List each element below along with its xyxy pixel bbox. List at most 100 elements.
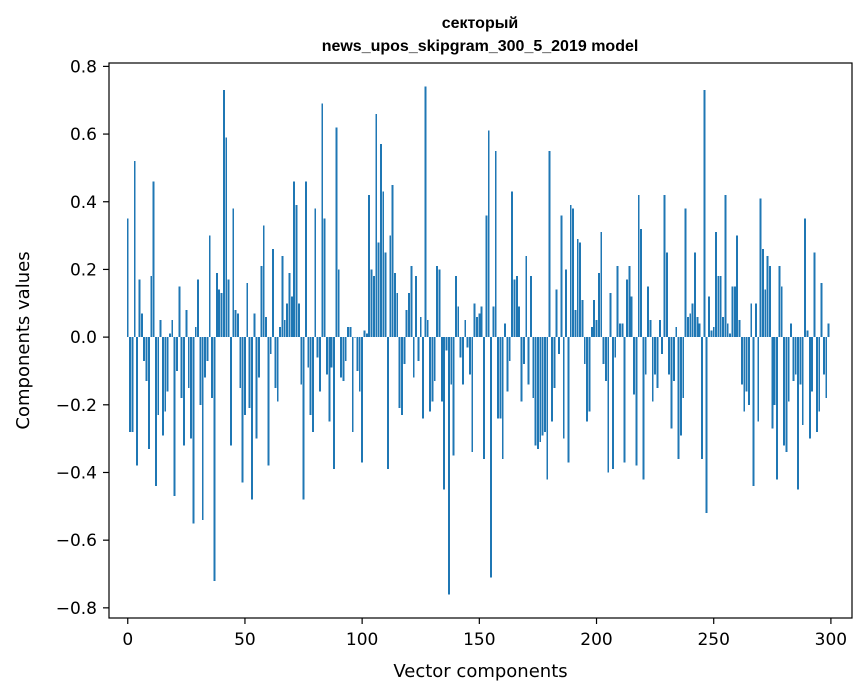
bar-89 xyxy=(335,127,338,338)
chart-title-line-1: секторый xyxy=(442,15,518,32)
bar-45 xyxy=(232,208,235,338)
bar-246 xyxy=(703,90,706,338)
bar-19 xyxy=(171,320,174,338)
bar-172 xyxy=(529,276,532,338)
bar-223 xyxy=(649,320,652,338)
bar-156 xyxy=(492,306,495,338)
x-tick-label-50: 50 xyxy=(234,630,256,650)
bar-204 xyxy=(604,337,607,382)
bar-43 xyxy=(227,279,230,338)
y-tick-label-2: −0.4 xyxy=(56,463,97,483)
bar-262 xyxy=(740,337,743,385)
bar-243 xyxy=(696,316,699,338)
bar-153 xyxy=(485,215,488,338)
bar-118 xyxy=(403,337,406,365)
bar-144 xyxy=(464,320,467,338)
bar-206 xyxy=(609,293,612,338)
bar-54 xyxy=(253,313,256,338)
x-tick-label-200: 200 xyxy=(580,630,612,650)
x-axis: 0 50 100 150 200 250 300 xyxy=(122,618,847,650)
bar-108 xyxy=(379,144,382,338)
bar-12 xyxy=(154,337,157,487)
bar-178 xyxy=(544,337,546,432)
y-tick-label-7: 0.6 xyxy=(70,125,97,145)
bar-192 xyxy=(576,238,579,338)
bar-185 xyxy=(560,215,563,338)
bar-166 xyxy=(515,276,518,338)
bar-242 xyxy=(694,252,696,338)
bar-225 xyxy=(654,337,657,375)
bar-5 xyxy=(138,279,141,338)
bar-94 xyxy=(347,326,350,338)
bar-145 xyxy=(466,337,469,348)
bar-47 xyxy=(236,313,239,338)
bar-214 xyxy=(628,266,631,338)
x-tick-label-100: 100 xyxy=(346,630,378,650)
bar-288 xyxy=(801,337,804,426)
bar-16 xyxy=(164,337,167,412)
bar-127 xyxy=(424,86,427,338)
bar-270 xyxy=(759,198,762,338)
bar-110 xyxy=(384,252,387,338)
bar-101 xyxy=(363,330,366,338)
bar-140 xyxy=(454,276,457,338)
bar-216 xyxy=(633,337,635,395)
bar-62 xyxy=(272,249,275,338)
bar-27 xyxy=(190,337,192,439)
bar-162 xyxy=(506,337,509,392)
bar-290 xyxy=(806,330,809,338)
bar-181 xyxy=(551,337,553,422)
bar-63 xyxy=(274,337,277,388)
bar-115 xyxy=(396,293,399,338)
bar-32 xyxy=(201,337,204,520)
bar-196 xyxy=(586,337,589,422)
bar-71 xyxy=(293,181,296,338)
bar-296 xyxy=(820,282,823,338)
bar-215 xyxy=(630,296,633,338)
bar-134 xyxy=(440,337,443,402)
bar-80 xyxy=(314,208,317,338)
bar-193 xyxy=(579,242,582,338)
bar-97 xyxy=(354,337,357,338)
bar-128 xyxy=(426,320,429,338)
y-axis: −0.8 −0.6 −0.4 −0.2 0.0 0.2 0.4 0.6 0.8 xyxy=(56,57,109,619)
bar-265 xyxy=(747,337,750,405)
bar-171 xyxy=(527,337,530,385)
bar-221 xyxy=(644,337,647,375)
bar-87 xyxy=(330,337,333,368)
bar-41 xyxy=(222,90,225,338)
bar-56 xyxy=(258,337,260,378)
bar-289 xyxy=(804,218,807,338)
bar-233 xyxy=(672,337,675,382)
bar-70 xyxy=(290,296,293,338)
bar-4 xyxy=(136,337,139,466)
bar-77 xyxy=(307,337,310,368)
bar-241 xyxy=(691,303,694,338)
bar-88 xyxy=(333,337,335,470)
bar-138 xyxy=(450,337,453,385)
bar-9 xyxy=(147,337,150,449)
bar-224 xyxy=(651,337,654,402)
bar-85 xyxy=(326,337,328,375)
bar-254 xyxy=(722,316,725,338)
bar-116 xyxy=(398,337,401,409)
bar-154 xyxy=(487,130,490,338)
bar-151 xyxy=(480,306,483,338)
bar-174 xyxy=(534,337,537,446)
bar-147 xyxy=(471,337,474,453)
bar-263 xyxy=(743,337,746,412)
bar-90 xyxy=(337,269,340,338)
bar-65 xyxy=(279,326,282,338)
bar-189 xyxy=(569,205,572,338)
bar-48 xyxy=(239,337,242,388)
bar-39 xyxy=(218,289,221,338)
bar-141 xyxy=(457,306,460,338)
bar-253 xyxy=(719,276,722,338)
bar-37 xyxy=(213,337,216,581)
bar-266 xyxy=(750,303,753,338)
bar-112 xyxy=(389,235,392,338)
bar-21 xyxy=(176,337,178,371)
bar-286 xyxy=(797,337,800,490)
bar-234 xyxy=(675,326,678,338)
bars-group xyxy=(126,86,830,595)
